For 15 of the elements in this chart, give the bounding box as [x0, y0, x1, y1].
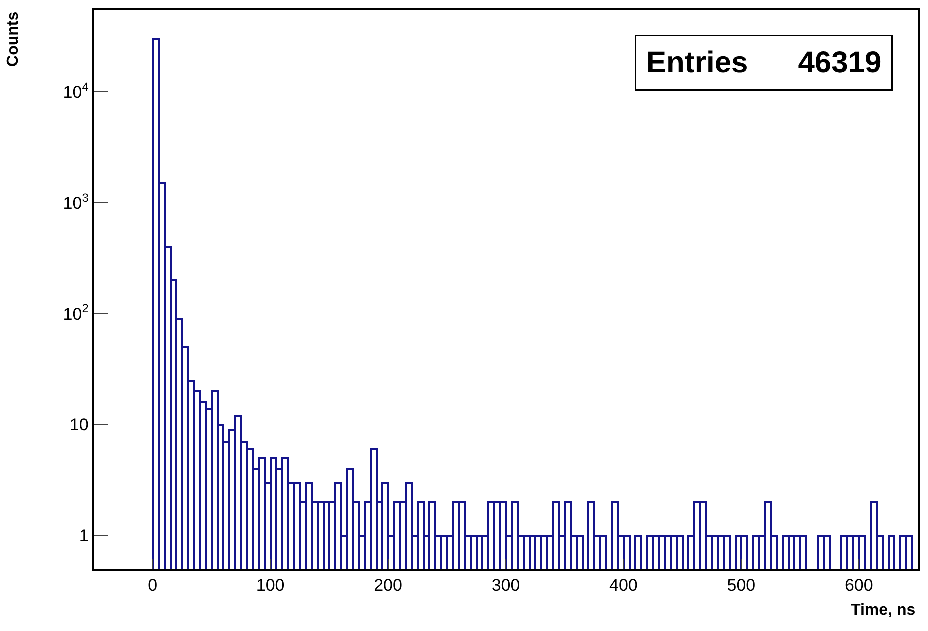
x-tick-label: 0	[148, 576, 158, 596]
x-axis-title: Time, ns	[851, 602, 916, 619]
y-axis-title: Counts	[4, 12, 22, 67]
annotation: Entries 46319	[646, 46, 882, 80]
x-tick-label: 200	[374, 576, 402, 596]
x-tick-label: 400	[610, 576, 638, 596]
y-tick-label: 10$^{2}$	[63, 302, 90, 324]
y-tick-label: 1	[79, 526, 89, 546]
y-tick-label: 10	[70, 416, 89, 435]
y-tick-label: 10$^{4}$	[63, 80, 90, 102]
x-tick-label: 600	[844, 576, 874, 596]
x-tick-label: 500	[727, 576, 756, 596]
x-tick-label: 300	[492, 576, 520, 596]
y-tick-label: 10$^{3}$	[63, 190, 90, 213]
x-tick-label: 100	[256, 576, 285, 596]
